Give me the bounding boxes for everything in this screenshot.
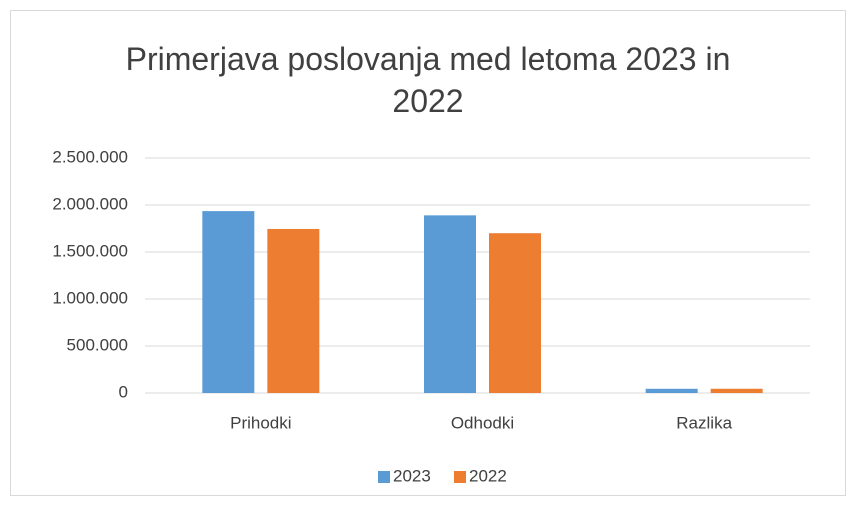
x-tick-label: Odhodki [451,413,514,432]
x-tick-label: Prihodki [230,413,291,432]
bar [645,388,698,393]
chart-title: Primerjava poslovanja med letoma 2023 in… [125,41,731,119]
bar [424,215,476,393]
bar [710,388,763,393]
bar [489,233,541,393]
y-tick-label: 500.000 [67,335,128,354]
legend-label: 2022 [469,466,507,485]
x-tick-label: Razlika [676,413,732,432]
y-tick-label: 1.500.000 [52,241,128,260]
chart-frame [10,10,846,496]
legend-label: 2023 [393,466,431,485]
bar [267,228,320,393]
y-tick-label: 2.500.000 [52,147,128,166]
bar [202,211,255,393]
legend-swatch [378,471,390,483]
legend-swatch [454,471,466,483]
y-tick-label: 0 [119,382,128,401]
y-tick-label: 2.000.000 [52,194,128,213]
y-tick-label: 1.000.000 [52,288,128,307]
